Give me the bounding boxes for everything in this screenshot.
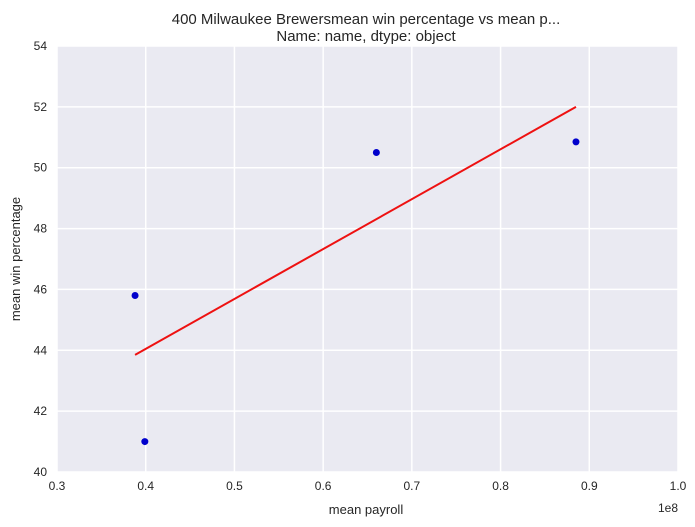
- x-offset-label: 1e8: [658, 501, 678, 515]
- data-point: [131, 292, 139, 300]
- y-tick-label: 42: [34, 404, 48, 418]
- x-tick-label: 1.0: [670, 479, 687, 493]
- x-tick-label: 0.4: [137, 479, 154, 493]
- data-point: [572, 138, 580, 146]
- data-points: [131, 138, 580, 446]
- y-tick-labels: 40 42 44 46 48 50 52 54: [34, 39, 48, 479]
- x-tick-label: 0.8: [492, 479, 509, 493]
- data-point: [372, 149, 380, 156]
- data-point: [141, 438, 149, 446]
- plot-area: [57, 46, 678, 472]
- x-tick-labels: 0.3 0.4 0.5 0.6 0.7 0.8 0.9 1.0: [49, 479, 687, 493]
- fit-line: [134, 105, 577, 356]
- grid-lines: [56, 45, 679, 473]
- y-axis-label: mean win percentage: [8, 197, 23, 321]
- chart-title-line-2: Name: name, dtype: object: [276, 28, 456, 45]
- y-tick-label: 48: [34, 222, 48, 236]
- x-tick-label: 0.9: [581, 479, 598, 493]
- x-tick-label: 0.3: [49, 479, 66, 493]
- y-tick-label: 54: [34, 39, 48, 53]
- y-tick-label: 50: [34, 161, 48, 175]
- x-tick-label: 0.6: [315, 479, 332, 493]
- chart-title-line-1: 400 Milwaukee Brewersmean win percentage…: [172, 11, 561, 28]
- x-axis-label: mean payroll: [329, 502, 404, 517]
- y-tick-label: 52: [34, 100, 48, 114]
- x-tick-label: 0.7: [404, 479, 421, 493]
- y-tick-label: 40: [34, 465, 48, 479]
- y-tick-label: 46: [34, 282, 48, 296]
- x-tick-label: 0.5: [226, 479, 243, 493]
- y-tick-label: 44: [34, 343, 48, 357]
